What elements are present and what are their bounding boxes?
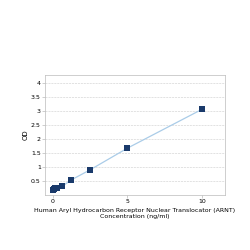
Point [53, 186, 57, 190]
Point [88, 168, 92, 172]
Point [50, 188, 54, 192]
Point [126, 146, 130, 150]
Point [55, 186, 59, 190]
Point [200, 107, 204, 111]
X-axis label: Human Aryl Hydrocarbon Receptor Nuclear Translocator (ARNT)
Concentration (ng/ml: Human Aryl Hydrocarbon Receptor Nuclear … [34, 208, 235, 219]
Point [52, 187, 56, 191]
Point [69, 178, 73, 182]
Point [60, 184, 64, 188]
Y-axis label: OD: OD [22, 130, 28, 140]
